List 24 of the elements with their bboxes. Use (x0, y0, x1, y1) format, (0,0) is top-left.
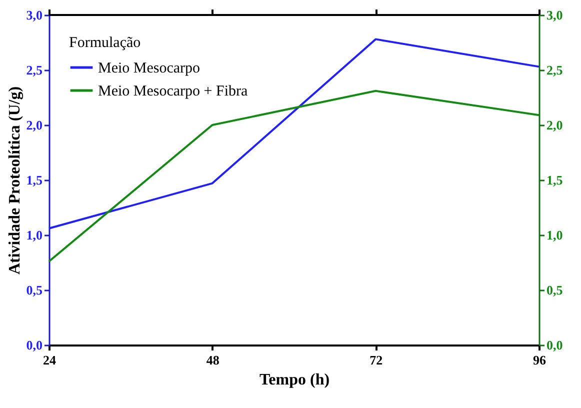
line-series (48, 38, 540, 230)
legend-label: Meio Mesocarpo (98, 60, 200, 76)
y-tick-label: 3,0 (26, 8, 42, 22)
x-tick-label: 24 (43, 352, 56, 368)
x-tick-label: 96 (533, 352, 546, 368)
x-tick-label: 48 (206, 352, 220, 368)
y-tick-label: 1,0 (26, 228, 42, 242)
y2-tick-label: 1,0 (546, 228, 563, 242)
legend-title: Formulação (69, 35, 141, 51)
y-tick-label: 0,5 (26, 282, 43, 298)
y2-tick-label: 0,5 (546, 282, 564, 298)
y-tick-label: 2,5 (26, 62, 43, 78)
y2-tick-label: 2,0 (546, 118, 563, 132)
y-tick-label: 0,0 (26, 338, 42, 352)
y-axis-title: Atividade Proteolítica (U/g) (6, 86, 24, 275)
x-axis-title: Tempo (h) (259, 372, 330, 388)
y2-tick-label: 2,5 (546, 62, 564, 78)
x-tick-label: 72 (370, 352, 383, 368)
y2-tick-label: 0,0 (546, 338, 563, 352)
legend-label: Meio Mesocarpo + Fibra (98, 84, 248, 100)
y2-tick-label: 3,0 (546, 8, 563, 22)
y-tick-label: 2,0 (26, 118, 42, 132)
y-tick-label: 1,5 (26, 172, 43, 188)
y2-tick-label: 1,5 (546, 172, 564, 188)
